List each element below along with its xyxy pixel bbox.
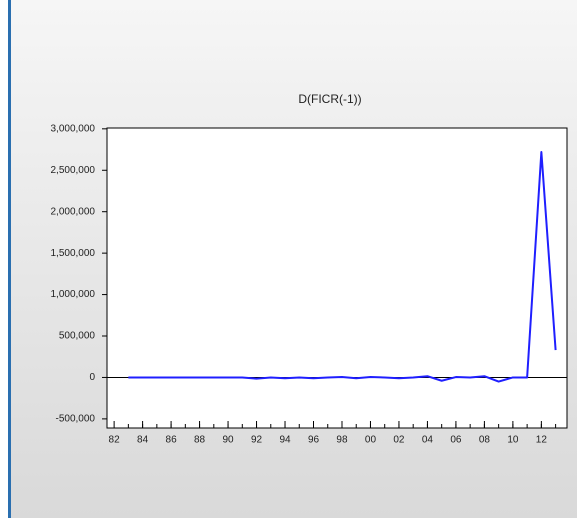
- line: [128, 151, 557, 383]
- x-tick-label: 04: [422, 435, 434, 446]
- x-tick-label: 96: [308, 435, 320, 446]
- x-tick-label: 94: [279, 435, 291, 446]
- x-tick-label: 92: [251, 435, 263, 446]
- left-margin: [0, 0, 8, 518]
- x-tick-label: 02: [393, 435, 405, 446]
- y-tick-label: 1,500,000: [51, 248, 96, 259]
- y-tick-label: 500,000: [59, 331, 96, 342]
- y-tick-label: 3,000,000: [51, 123, 96, 134]
- x-tick-label: 10: [507, 435, 519, 446]
- plot-area: [106, 127, 568, 429]
- y-tick-label: 2,500,000: [51, 165, 96, 176]
- x-tick-label: 88: [194, 435, 206, 446]
- x-tick-label: 98: [336, 435, 348, 446]
- chart-title: D(FICR(-1)): [298, 92, 361, 106]
- x-tick-label: 08: [479, 435, 491, 446]
- y-tick-label: 2,000,000: [51, 206, 96, 217]
- x-tick-label: 84: [137, 435, 149, 446]
- x-tick-label: 82: [109, 435, 121, 446]
- x-tick-label: 90: [222, 435, 234, 446]
- y-tick-label: -500,000: [56, 414, 96, 425]
- x-tick-label: 86: [166, 435, 178, 446]
- x-tick-label: 06: [450, 435, 462, 446]
- x-tick-label: 00: [365, 435, 377, 446]
- y-tick-label: 0: [89, 372, 95, 383]
- window-border: [8, 0, 11, 518]
- x-tick-label: 12: [536, 435, 548, 446]
- y-tick-label: 1,000,000: [51, 289, 96, 300]
